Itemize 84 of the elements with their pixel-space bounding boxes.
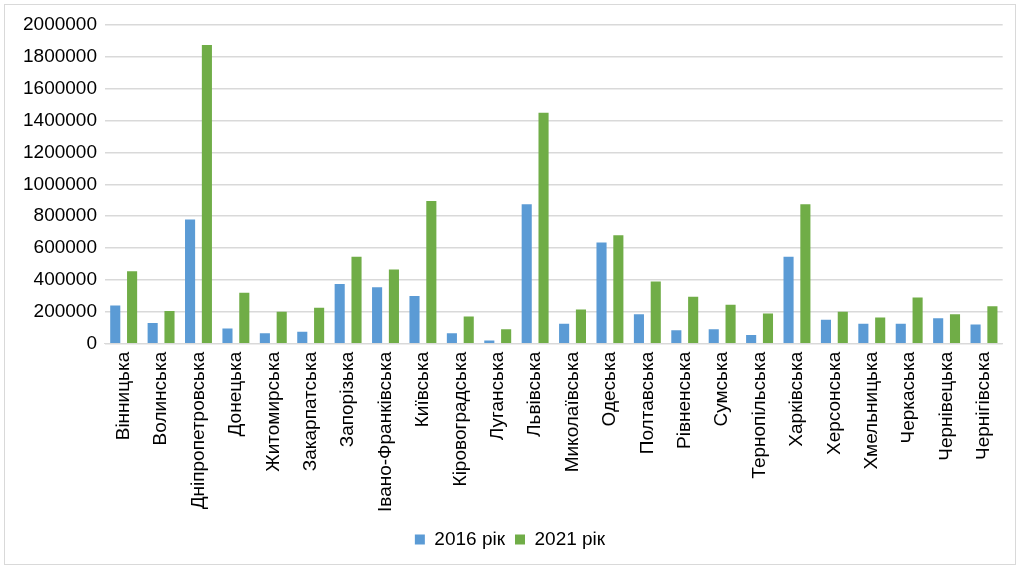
bar: [800, 204, 811, 343]
bar: [970, 324, 981, 343]
x-tick-label: Хмельницька: [860, 351, 882, 470]
bar: [372, 287, 383, 343]
x-tick-label: Житомирська: [261, 351, 283, 472]
y-tick-label: 1400000: [23, 108, 97, 130]
x-tick-label: Тернопільська: [747, 351, 769, 479]
y-tick-label: 1200000: [23, 140, 97, 162]
legend-label: 2021 рік: [534, 527, 606, 549]
bar: [858, 323, 869, 343]
bar: [147, 322, 158, 343]
bar: [633, 314, 644, 343]
x-tick-label: Закарпатська: [298, 351, 320, 472]
bar: [222, 328, 233, 343]
x-tick-label: Запорізька: [336, 351, 358, 448]
bar: [409, 295, 420, 343]
bar: [351, 256, 362, 343]
bar: [426, 201, 437, 343]
x-tick-label: Дніпропетровська: [186, 351, 208, 510]
x-tick-label: Херсонська: [822, 351, 844, 455]
bar: [314, 307, 325, 343]
x-tick-label: Черкаська: [897, 351, 919, 444]
bar: [501, 329, 512, 343]
y-tick-label: 800000: [33, 204, 97, 226]
x-tick-label: Полтавська: [635, 351, 657, 455]
bar: [650, 281, 661, 343]
bar: [708, 329, 719, 343]
x-tick-label: Донецька: [224, 351, 246, 437]
x-tick-label: Львівська: [523, 351, 545, 437]
bar: [446, 333, 457, 343]
bar: [783, 256, 794, 343]
x-tick-label: Луганська: [485, 351, 507, 441]
bar: [239, 292, 250, 343]
x-tick-label: Сумська: [710, 351, 732, 427]
bar: [725, 304, 736, 343]
x-tick-label: Одеська: [598, 351, 620, 427]
bar: [596, 242, 607, 343]
bar: [987, 306, 998, 343]
x-tick-label: Івано-Франківська: [373, 351, 395, 512]
bar: [201, 44, 212, 343]
x-tick-label: Рівненська: [672, 351, 694, 449]
bar: [388, 269, 399, 343]
bar: [762, 313, 774, 343]
bar: [185, 219, 196, 343]
x-tick-label: Вінницька: [111, 351, 133, 441]
bar: [820, 319, 831, 343]
bar: [613, 235, 624, 343]
x-tick-label: Волинська: [149, 351, 171, 446]
bar: [463, 316, 474, 343]
bar: [671, 330, 682, 343]
bar: [895, 323, 906, 343]
y-tick-label: 1000000: [23, 172, 97, 194]
bar: [127, 271, 138, 343]
y-tick-label: 1800000: [23, 45, 97, 67]
x-tick-label: Чернігівська: [972, 351, 994, 460]
bar: [688, 296, 699, 343]
bar: [559, 323, 570, 343]
bar: [297, 331, 308, 343]
y-tick-label: 1600000: [23, 76, 97, 98]
bar: [875, 317, 886, 343]
legend-label: 2016 рік: [434, 527, 506, 549]
bar: [110, 305, 121, 343]
y-tick-label: 2000000: [23, 13, 97, 35]
bar: [933, 318, 944, 343]
bar: [837, 311, 848, 343]
bar: [334, 283, 345, 343]
x-tick-label: Миколаївська: [560, 351, 582, 473]
bar: [912, 297, 923, 343]
y-tick-label: 600000: [33, 236, 97, 258]
y-tick-label: 0: [86, 331, 97, 353]
bar: [746, 334, 757, 343]
bar: [164, 311, 175, 343]
x-tick-label: Київська: [411, 351, 433, 428]
bar: [259, 333, 270, 343]
bar: [538, 112, 549, 343]
bar: [276, 311, 287, 343]
bar: [575, 309, 586, 343]
x-tick-label: Кіровоградська: [448, 351, 470, 487]
bar: [521, 204, 532, 343]
y-tick-label: 400000: [33, 268, 97, 290]
y-tick-label: 200000: [33, 300, 97, 322]
x-tick-label: Чернівецька: [934, 351, 956, 461]
bar: [949, 314, 961, 343]
x-tick-label: Харківська: [785, 351, 807, 447]
